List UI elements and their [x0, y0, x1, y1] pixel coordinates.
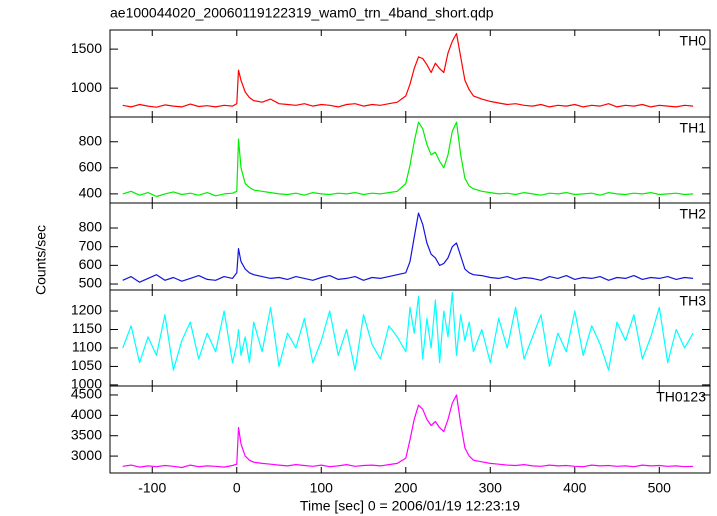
y-tick-label: 800	[79, 219, 103, 235]
data-line	[122, 32, 694, 108]
y-tick-label: 1200	[71, 302, 102, 318]
y-axis-label: Counts/sec	[33, 225, 49, 295]
panel-frame	[109, 385, 711, 474]
data-line	[122, 212, 694, 283]
y-tick-label: 1000	[71, 376, 102, 392]
y-tick-label: 1050	[71, 357, 102, 373]
panel-label: TH3	[680, 293, 707, 309]
y-tick-label: 1000	[71, 79, 102, 95]
y-tick-label: 3500	[71, 426, 102, 442]
x-tick-label: 200	[394, 480, 418, 496]
panel-label: TH0	[680, 33, 707, 49]
x-tick-label: 100	[310, 480, 334, 496]
x-tick-label: -100	[138, 480, 166, 496]
x-axis-label: Time [sec] 0 = 2006/01/19 12:23:19	[300, 498, 520, 514]
y-tick-label: 1500	[71, 40, 102, 56]
x-tick-label: 300	[479, 480, 503, 496]
panel-label: TH1	[680, 120, 707, 136]
panel-frame	[109, 202, 711, 291]
x-tick-label: 500	[648, 480, 672, 496]
panel-frame	[109, 29, 711, 118]
chart-title: ae100044020_20060119122319_wam0_trn_4ban…	[110, 5, 494, 21]
panel-label: TH0123	[656, 389, 706, 405]
y-tick-label: 800	[79, 132, 103, 148]
y-tick-label: 600	[79, 256, 103, 272]
y-tick-label: 700	[79, 237, 103, 253]
data-line	[122, 121, 694, 198]
data-line	[122, 292, 694, 371]
y-tick-label: 4500	[71, 386, 102, 402]
y-tick-label: 1100	[72, 339, 102, 355]
y-tick-label: 4000	[71, 406, 102, 422]
y-tick-label: 1150	[72, 320, 102, 336]
y-tick-label: 500	[79, 275, 103, 291]
x-tick-label: 400	[563, 480, 587, 496]
panel-label: TH2	[680, 206, 707, 222]
panel-frame	[109, 289, 711, 387]
y-tick-label: 3000	[71, 447, 102, 463]
y-tick-label: 400	[79, 185, 103, 201]
y-tick-label: 600	[79, 159, 103, 175]
panel-frame	[109, 116, 711, 204]
x-tick-label: 0	[233, 480, 241, 496]
data-line	[122, 394, 694, 469]
